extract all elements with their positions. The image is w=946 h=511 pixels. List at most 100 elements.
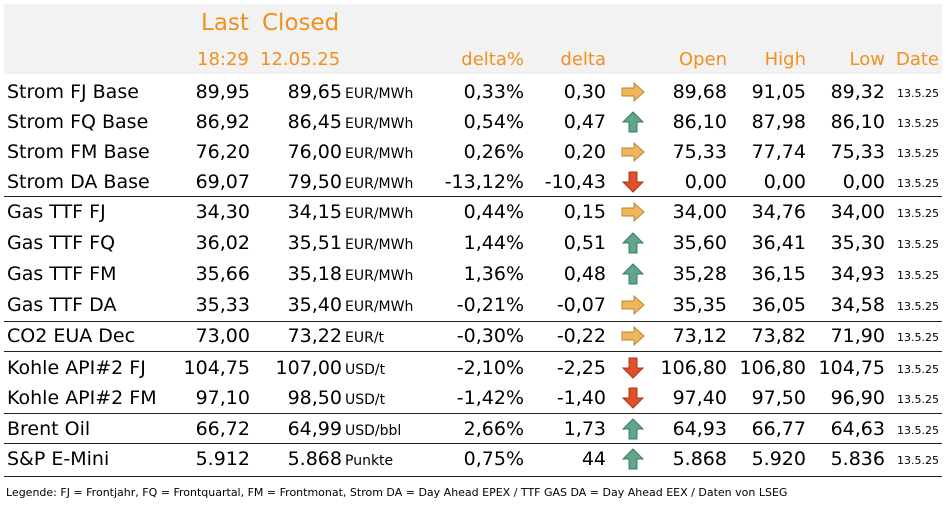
cell-open: 106,80	[660, 357, 727, 379]
cell-closed: 107,00	[275, 357, 342, 379]
cell-unit: USD/t	[345, 362, 386, 378]
table-row: Strom FM Base 76,20 76,00 EUR/MWh 0,26% 0,20 7…	[4, 137, 942, 167]
cell-unit: EUR/MWh	[345, 176, 414, 192]
cell-low: 35,30	[830, 232, 885, 254]
cell-unit: USD/bbl	[345, 423, 402, 439]
table-row: Strom DA Base 69,07 79,50 EUR/MWh -13,12% -10…	[4, 167, 942, 197]
table-row: Kohle API#2 FJ 104,75 107,00 USD/t -2,10% -2,…	[4, 353, 942, 383]
cell-delta-pct: -1,42%	[456, 387, 524, 409]
trend-down-arrow-icon	[621, 387, 645, 409]
cell-last: 5.912	[195, 448, 250, 470]
trend-right-arrow-icon	[621, 201, 645, 223]
cell-name: Strom DA Base	[7, 171, 150, 193]
cell-delta: 0,47	[563, 111, 606, 133]
cell-open: 34,00	[672, 201, 727, 223]
header-open: Open	[678, 49, 727, 70]
cell-name: Kohle API#2 FM	[7, 387, 157, 409]
table-row: CO2 EUA Dec 73,00 73,22 EUR/t -0,30% -0,22 73,…	[4, 321, 942, 351]
cell-last: 36,02	[195, 232, 250, 254]
header-high: High	[764, 49, 806, 70]
cell-last: 104,75	[183, 357, 250, 379]
cell-open: 97,40	[672, 387, 727, 409]
cell-low: 104,75	[818, 357, 885, 379]
trend-up-arrow-icon	[621, 111, 645, 133]
cell-high: 36,05	[751, 294, 806, 316]
cell-open: 35,28	[672, 263, 727, 285]
table-row: Gas TTF DA 35,33 35,40 EUR/MWh -0,21% -0,07 35…	[4, 290, 942, 320]
header-closed: Closed	[262, 10, 340, 36]
cell-delta-pct: 0,54%	[463, 111, 524, 133]
cell-delta: 0,30	[563, 81, 606, 103]
legend-text: Legende: FJ = Frontjahr, FQ = Frontquart…	[6, 486, 788, 499]
cell-name: CO2 EUA Dec	[7, 325, 136, 347]
cell-delta: -10,43	[544, 171, 606, 193]
cell-delta-pct: -13,12%	[444, 171, 524, 193]
cell-last: 35,66	[195, 263, 250, 285]
group-divider	[4, 196, 942, 197]
cell-low: 64,63	[830, 418, 885, 440]
header-last: Last	[201, 10, 249, 36]
group-divider	[4, 351, 942, 352]
cell-date: 13.5.25	[897, 454, 939, 467]
cell-open: 73,12	[672, 325, 727, 347]
cell-open: 5.868	[672, 448, 727, 470]
cell-high: 34,76	[751, 201, 806, 223]
cell-delta: 0,51	[563, 232, 606, 254]
cell-date: 13.5.25	[897, 87, 939, 100]
cell-last: 97,10	[195, 387, 250, 409]
cell-low: 0,00	[842, 171, 885, 193]
cell-low: 96,90	[830, 387, 885, 409]
cell-low: 34,00	[830, 201, 885, 223]
cell-high: 73,82	[751, 325, 806, 347]
trend-up-arrow-icon	[621, 418, 645, 440]
cell-high: 106,80	[739, 357, 806, 379]
cell-delta: 0,48	[563, 263, 606, 285]
cell-high: 5.920	[751, 448, 806, 470]
cell-delta: 0,15	[563, 201, 606, 223]
header-low: Low	[849, 49, 885, 70]
cell-name: S&P E-Mini	[7, 448, 110, 470]
cell-date: 13.5.25	[897, 117, 939, 130]
cell-closed: 98,50	[287, 387, 342, 409]
cell-delta: 1,73	[563, 418, 606, 440]
cell-last: 69,07	[195, 171, 250, 193]
cell-delta-pct: 0,44%	[463, 201, 524, 223]
header-delta-pct: delta%	[461, 49, 524, 70]
cell-high: 87,98	[751, 111, 806, 133]
cell-date: 13.5.25	[897, 269, 939, 282]
cell-last: 73,00	[195, 325, 250, 347]
cell-name: Strom FQ Base	[7, 111, 149, 133]
cell-open: 86,10	[672, 111, 727, 133]
cell-low: 89,32	[830, 81, 885, 103]
cell-unit: EUR/MWh	[345, 146, 414, 162]
cell-closed: 86,45	[287, 111, 342, 133]
cell-high: 91,05	[751, 81, 806, 103]
cell-delta-pct: 0,26%	[463, 141, 524, 163]
cell-last: 76,20	[195, 141, 250, 163]
trend-up-arrow-icon	[621, 263, 645, 285]
cell-delta-pct: 1,36%	[463, 263, 524, 285]
cell-name: Strom FM Base	[7, 141, 150, 163]
cell-high: 66,77	[751, 418, 806, 440]
header-last-time: 18:29	[197, 49, 249, 70]
cell-closed: 79,50	[287, 171, 342, 193]
cell-closed: 89,65	[287, 81, 342, 103]
cell-closed: 5.868	[287, 448, 342, 470]
cell-name: Kohle API#2 FJ	[7, 357, 146, 379]
group-divider	[4, 321, 942, 322]
cell-name: Strom FJ Base	[7, 81, 139, 103]
cell-low: 34,93	[830, 263, 885, 285]
cell-closed: 73,22	[287, 325, 342, 347]
cell-high: 36,41	[751, 232, 806, 254]
cell-high: 0,00	[763, 171, 806, 193]
cell-unit: EUR/MWh	[345, 86, 414, 102]
cell-closed: 76,00	[287, 141, 342, 163]
table-row: S&P E-Mini 5.912 5.868 Punkte 0,75% 44 5.868 5.…	[4, 444, 942, 474]
trend-right-arrow-icon	[621, 141, 645, 163]
table-row: Strom FJ Base 89,95 89,65 EUR/MWh 0,33% 0,30 8…	[4, 77, 942, 107]
cell-delta: 0,20	[563, 141, 606, 163]
cell-name: Gas TTF FQ	[7, 232, 116, 254]
cell-closed: 35,51	[287, 232, 342, 254]
cell-date: 13.5.25	[897, 238, 939, 251]
cell-unit: EUR/t	[345, 330, 385, 346]
